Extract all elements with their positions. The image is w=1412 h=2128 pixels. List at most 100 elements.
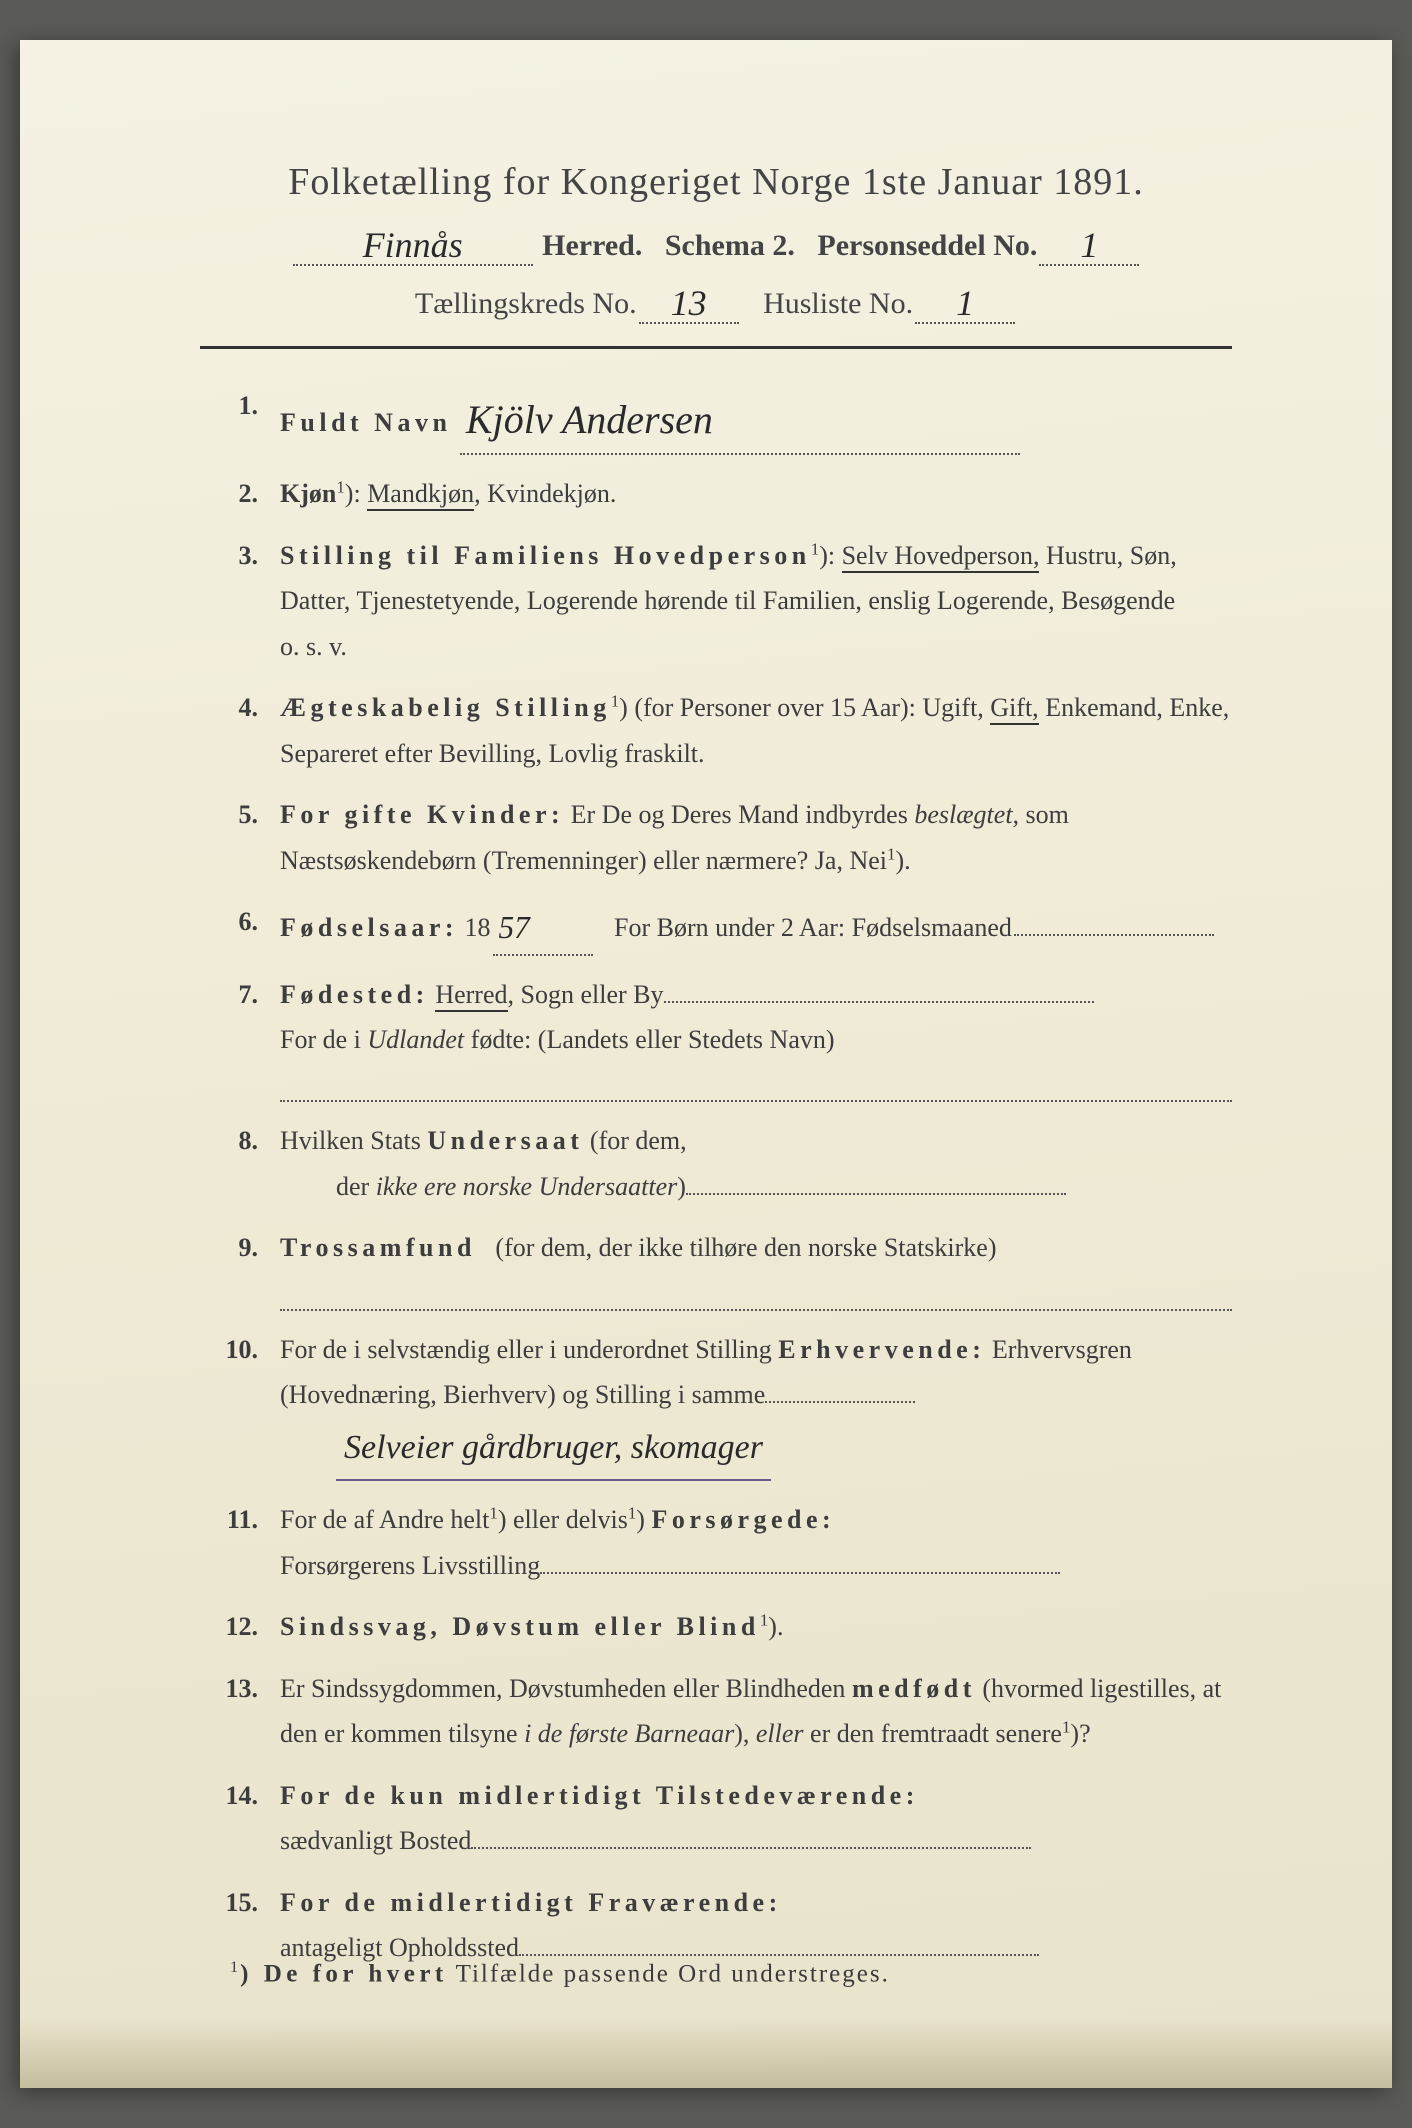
q15-field (519, 1954, 1039, 1956)
herred-label: Herred. (542, 229, 642, 262)
birthyear-field: 57 (493, 899, 593, 956)
birthyear-hw: 57 (493, 910, 536, 945)
item-5: 5. For gifte Kvinder: Er De og Deres Man… (210, 792, 1232, 883)
q5-beslagtet: beslægtet, (914, 800, 1019, 829)
birthmonth-field (1014, 934, 1214, 936)
q10-field-a (765, 1401, 915, 1403)
husliste-field: 1 (915, 280, 1015, 324)
item-3: 3. Stilling til Familiens Hovedperson1):… (210, 533, 1232, 670)
q3-label: Stilling til Familiens Hovedperson (280, 541, 811, 570)
q4-paren: (for Personer over 15 Aar): (634, 693, 916, 722)
q3-osv: o. s. v. (280, 624, 1232, 670)
q4-ugift: Ugift, (922, 693, 983, 722)
q14-field (471, 1847, 1031, 1849)
q7-herred-underlined: Herred (435, 980, 507, 1012)
q8-undersaat: Undersaat (427, 1126, 583, 1155)
main-title: Folketælling for Kongeriget Norge 1ste J… (200, 160, 1232, 204)
q11-field (540, 1572, 1060, 1574)
q13-medfodt: medfødt (852, 1674, 976, 1703)
q8-c: (for dem, (590, 1126, 687, 1155)
q13-a: Er Sindssygdommen, Døvstumheden eller Bl… (280, 1674, 845, 1703)
q2-label: Kjøn (280, 479, 336, 508)
q7-l2a: For de i (280, 1025, 361, 1054)
num-5: 5. (210, 792, 280, 883)
schema-label: Schema 2. (665, 229, 795, 262)
q11-a: For de af Andre helt (280, 1505, 489, 1534)
q8-field (686, 1193, 1066, 1195)
husliste-hw: 1 (950, 283, 980, 323)
kreds-field: 13 (639, 280, 739, 324)
q8-ikke-norske: ikke ere norske Undersaatter (376, 1172, 678, 1201)
census-form-page: Folketælling for Kongeriget Norge 1ste J… (20, 40, 1392, 2088)
footnote: 1) De for hvert Tilfælde passende Ord un… (230, 1958, 890, 1988)
footnote-a: ) De for hvert (240, 1960, 448, 1987)
form-items: 1. Fuldt Navn Kjölv Andersen 2. Kjøn1): … (200, 383, 1232, 1971)
q7-label: Fødested: (280, 980, 429, 1009)
q9-label: Trossamfund (280, 1233, 476, 1262)
num-11: 11. (210, 1497, 280, 1588)
q6-century: 18 (465, 913, 491, 942)
num-3: 3. (210, 533, 280, 670)
q1-label: Fuldt Navn (280, 408, 451, 437)
q13-e: ), (734, 1719, 749, 1748)
q11-l2: Forsørgerens Livsstilling (280, 1551, 540, 1580)
form-header: Folketælling for Kongeriget Norge 1ste J… (200, 160, 1232, 324)
q14-b: sædvanligt Bosted (280, 1826, 471, 1855)
item-1: 1. Fuldt Navn Kjölv Andersen (210, 383, 1232, 455)
item-2: 2. Kjøn1): Mandkjøn, Kvindekjøn. (210, 471, 1232, 517)
q8-a: Hvilken Stats (280, 1126, 421, 1155)
q9-text: (for dem, der ikke tilhøre den norske St… (495, 1233, 996, 1262)
q13-eller: eller (756, 1719, 804, 1748)
q14-label: For de kun midlertidigt Tilstedeværende: (280, 1781, 919, 1810)
num-1: 1. (210, 383, 280, 455)
q2-kvindekjon: Kvindekjøn. (487, 479, 616, 508)
personseddel-field: 1 (1039, 222, 1139, 266)
num-7: 7. (210, 972, 280, 1103)
q12-label: Sindssvag, Døvstum eller Blind (280, 1612, 760, 1641)
q4-label: Ægteskabelig Stilling (280, 693, 611, 722)
q6-rest: For Børn under 2 Aar: Fødselsmaaned (614, 913, 1012, 942)
name-field: Kjölv Andersen (460, 383, 1020, 455)
q15-label: For de midlertidigt Fraværende: (280, 1888, 782, 1917)
kreds-hw: 13 (665, 283, 713, 323)
item-11: 11. For de af Andre helt1) eller delvis1… (210, 1497, 1232, 1588)
personseddel-hw: 1 (1074, 225, 1104, 265)
herred-field: Finnås (293, 222, 533, 266)
footnote-sup: 1 (230, 1958, 240, 1976)
item-7: 7. Fødested: Herred, Sogn eller By For d… (210, 972, 1232, 1103)
q10-a: For de i selvstændig eller i underordnet… (280, 1335, 772, 1364)
item-12: 12. Sindssvag, Døvstum eller Blind1). (210, 1604, 1232, 1650)
num-10: 10. (210, 1327, 280, 1482)
q7-blank-line (280, 1069, 1232, 1103)
num-9: 9. (210, 1225, 280, 1310)
q5-text: Er De og Deres Mand indbyrdes (571, 800, 908, 829)
item-10: 10. For de i selvstændig eller i underor… (210, 1327, 1232, 1482)
q5-label: For gifte Kvinder: (280, 800, 564, 829)
herred-handwritten: Finnås (357, 225, 469, 265)
occupation-handwritten: Selveier gårdbruger, skomager (336, 1418, 771, 1482)
q13-g: er den fremtraadt senere (810, 1719, 1062, 1748)
husliste-label: Husliste No. (763, 287, 913, 320)
divider-rule (200, 346, 1232, 349)
item-6: 6. Fødselsaar: 1857 For Børn under 2 Aar… (210, 899, 1232, 956)
footnote-b: Tilfælde passende Ord understreges. (456, 1960, 890, 1987)
num-13: 13. (210, 1666, 280, 1757)
num-14: 14. (210, 1773, 280, 1864)
q8-l2a: der (336, 1172, 369, 1201)
q7-udlandet: Udlandet (367, 1025, 464, 1054)
num-4: 4. (210, 685, 280, 776)
q4-gift-underlined: Gift, (990, 693, 1038, 725)
num-12: 12. (210, 1604, 280, 1650)
q10-erhvervende: Erhvervende: (778, 1335, 985, 1364)
personseddel-label: Personseddel No. (817, 229, 1037, 262)
q6-label: Fødselsaar: (280, 913, 458, 942)
item-4: 4. Ægteskabelig Stilling1) (for Personer… (210, 685, 1232, 776)
header-line-3: Tællingskreds No. 13 Husliste No. 1 (200, 280, 1232, 324)
num-6: 6. (210, 899, 280, 956)
item-14: 14. For de kun midlertidigt Tilstedevære… (210, 1773, 1232, 1864)
num-8: 8. (210, 1118, 280, 1209)
name-handwritten: Kjölv Andersen (460, 397, 719, 442)
kreds-label: Tællingskreds No. (415, 287, 637, 320)
header-line-2: Finnås Herred. Schema 2. Personseddel No… (200, 222, 1232, 266)
q2-mandkjon-underlined: Mandkjøn (367, 479, 474, 511)
